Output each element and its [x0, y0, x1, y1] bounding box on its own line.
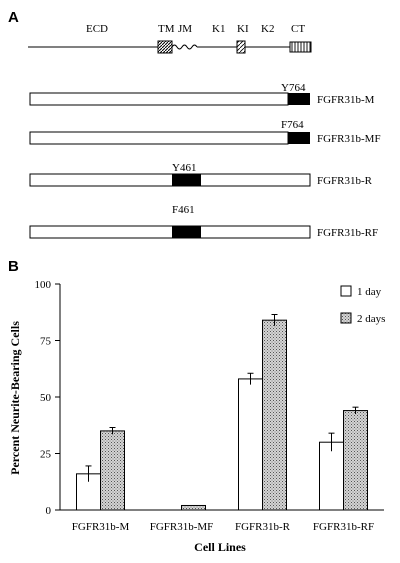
legend-label: 1 day	[357, 286, 382, 298]
panel-a-label: A	[8, 9, 19, 26]
y-tick-label: 25	[40, 449, 52, 461]
construct-name: FGFR31b-R	[317, 175, 373, 187]
bar	[238, 378, 263, 511]
construct-name: FGFR31b-MF	[317, 133, 381, 145]
construct-site-label: Y461	[172, 162, 196, 174]
domain-label-k1: K1	[212, 23, 225, 35]
x-tick-label: FGFR31b-R	[235, 521, 291, 533]
y-tick-label: 0	[46, 505, 52, 517]
y-tick-label: 100	[35, 279, 52, 291]
domain-label-ki: KI	[237, 23, 249, 35]
chart-plot-area: 0 25 50 75 100 FGFR31b-M FGFR31b-MF FGFR31b-R FG…	[35, 279, 386, 533]
construct-segment-black	[172, 226, 201, 238]
y-axis-label: Percent Neurite-Bearing Cells	[8, 321, 22, 475]
jm-domain-wavy-line	[171, 44, 198, 50]
ct-domain-box	[289, 41, 312, 53]
ki-domain-box	[236, 40, 246, 54]
domain-label-jm: JM	[178, 23, 192, 35]
y-tick-label: 50	[40, 392, 52, 404]
domain-label-ct: CT	[291, 23, 305, 35]
construct-fgfr31b-m: Y764 FGFR31b-M	[29, 82, 375, 106]
construct-fgfr31b-mf: F764 FGFR31b-MF	[29, 119, 381, 145]
construct-bar	[29, 131, 289, 145]
x-tick-label: FGFR31b-M	[72, 521, 130, 533]
construct-name: FGFR31b-RF	[317, 227, 378, 239]
bar	[319, 441, 344, 511]
tm-domain-box	[157, 40, 173, 54]
construct-fgfr31b-r: Y461 FGFR31b-R	[29, 162, 373, 187]
legend-swatch	[340, 285, 352, 297]
construct-segment-black	[172, 174, 201, 186]
construct-name: FGFR31b-M	[317, 94, 375, 106]
x-tick-label: FGFR31b-MF	[150, 521, 214, 533]
construct-segment-black	[288, 132, 310, 144]
construct-fgfr31b-rf: F461 FGFR31b-RF	[29, 204, 378, 239]
bar	[181, 504, 206, 511]
construct-bar	[29, 92, 289, 106]
domain-label-tm: TM	[158, 23, 175, 35]
receptor-domain-diagram	[28, 40, 312, 54]
bar	[100, 430, 125, 511]
bar	[343, 410, 368, 511]
construct-site-label: F764	[281, 119, 304, 131]
construct-site-label: Y764	[281, 82, 306, 94]
panel-b-label: B	[8, 258, 19, 275]
construct-segment-black	[288, 93, 310, 105]
legend-label: 2 days	[357, 313, 385, 325]
panel-b-chart: B Percent Neurite-Bearing Cells Cell Lin…	[8, 258, 386, 554]
x-axis-label: Cell Lines	[194, 540, 246, 554]
domain-label-ecd: ECD	[86, 23, 108, 35]
bar	[262, 319, 287, 511]
domain-label-k2: K2	[261, 23, 274, 35]
x-tick-label: FGFR31b-RF	[313, 521, 374, 533]
construct-bar	[29, 173, 311, 187]
construct-bar	[29, 225, 311, 239]
construct-site-label: F461	[172, 204, 195, 216]
y-tick-label: 75	[40, 336, 52, 348]
panel-a: A ECD TM JM K1 KI K2 CT Y764 FGFR31b-M F…	[8, 9, 381, 239]
legend-swatch	[340, 312, 352, 324]
